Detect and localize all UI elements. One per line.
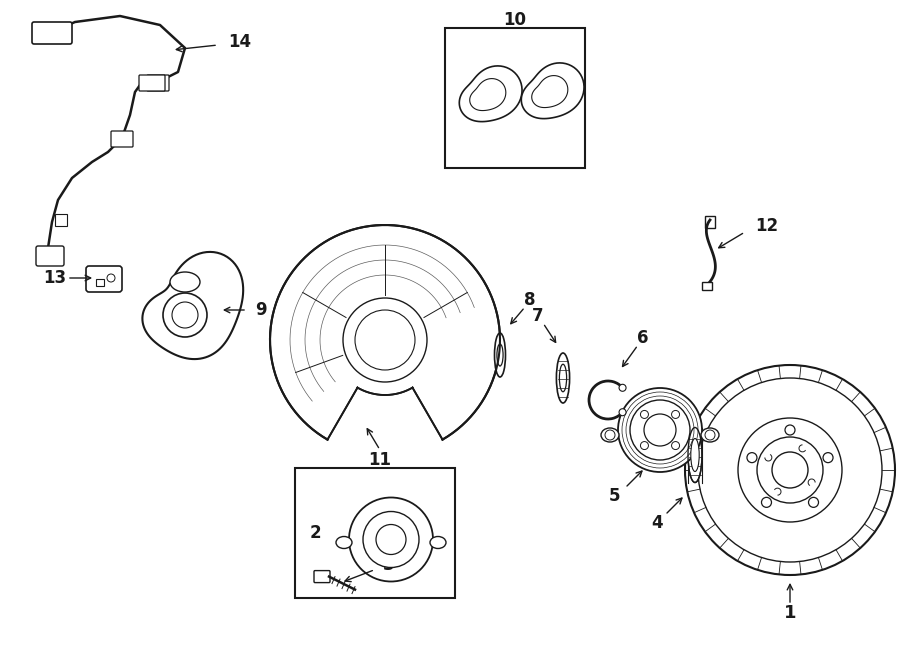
Circle shape — [343, 298, 427, 382]
Text: 10: 10 — [503, 11, 526, 29]
Circle shape — [757, 437, 823, 503]
Circle shape — [671, 442, 680, 449]
Text: 14: 14 — [228, 33, 251, 51]
Ellipse shape — [497, 344, 503, 366]
Text: 8: 8 — [524, 291, 536, 309]
Bar — [96, 279, 104, 286]
Circle shape — [363, 512, 419, 568]
FancyBboxPatch shape — [111, 131, 133, 147]
Text: 7: 7 — [532, 307, 544, 325]
Circle shape — [747, 453, 757, 463]
Circle shape — [808, 497, 818, 508]
Polygon shape — [521, 63, 584, 118]
Circle shape — [698, 378, 882, 562]
Circle shape — [376, 524, 406, 555]
Polygon shape — [532, 75, 568, 108]
Bar — [295, 468, 455, 598]
Text: 3: 3 — [383, 556, 394, 574]
Text: 1: 1 — [784, 604, 796, 622]
Circle shape — [823, 453, 833, 463]
Text: 13: 13 — [43, 269, 67, 287]
Circle shape — [630, 400, 690, 460]
Circle shape — [644, 414, 676, 446]
Ellipse shape — [336, 537, 352, 549]
Bar — [445, 28, 585, 168]
Circle shape — [671, 410, 680, 418]
Circle shape — [761, 497, 771, 508]
Text: 2: 2 — [310, 524, 320, 542]
Polygon shape — [270, 225, 500, 440]
FancyBboxPatch shape — [86, 266, 122, 292]
Ellipse shape — [691, 438, 699, 471]
Ellipse shape — [430, 537, 446, 549]
Text: 6: 6 — [637, 329, 649, 347]
FancyBboxPatch shape — [36, 246, 64, 266]
Text: 5: 5 — [609, 487, 621, 505]
Text: 11: 11 — [368, 451, 392, 469]
Ellipse shape — [556, 353, 570, 403]
Circle shape — [772, 452, 808, 488]
Circle shape — [618, 388, 702, 472]
Polygon shape — [470, 79, 506, 110]
Bar — [702, 282, 712, 290]
Bar — [705, 216, 715, 228]
Text: 4: 4 — [652, 514, 662, 532]
Circle shape — [785, 425, 795, 435]
Polygon shape — [142, 252, 243, 359]
Bar — [55, 214, 67, 226]
FancyBboxPatch shape — [139, 75, 165, 91]
FancyBboxPatch shape — [147, 75, 169, 91]
Ellipse shape — [601, 428, 619, 442]
Polygon shape — [459, 66, 522, 122]
Circle shape — [738, 418, 842, 522]
FancyBboxPatch shape — [314, 570, 330, 582]
Text: 12: 12 — [755, 217, 778, 235]
Circle shape — [641, 442, 648, 449]
Ellipse shape — [701, 428, 719, 442]
Ellipse shape — [688, 428, 702, 483]
Circle shape — [619, 384, 626, 391]
Text: 9: 9 — [255, 301, 266, 319]
Circle shape — [349, 498, 433, 582]
Circle shape — [619, 408, 626, 416]
Ellipse shape — [170, 272, 200, 292]
Circle shape — [163, 293, 207, 337]
Ellipse shape — [494, 333, 506, 377]
FancyBboxPatch shape — [32, 22, 72, 44]
Ellipse shape — [560, 364, 567, 392]
Circle shape — [641, 410, 648, 418]
Circle shape — [685, 365, 895, 575]
